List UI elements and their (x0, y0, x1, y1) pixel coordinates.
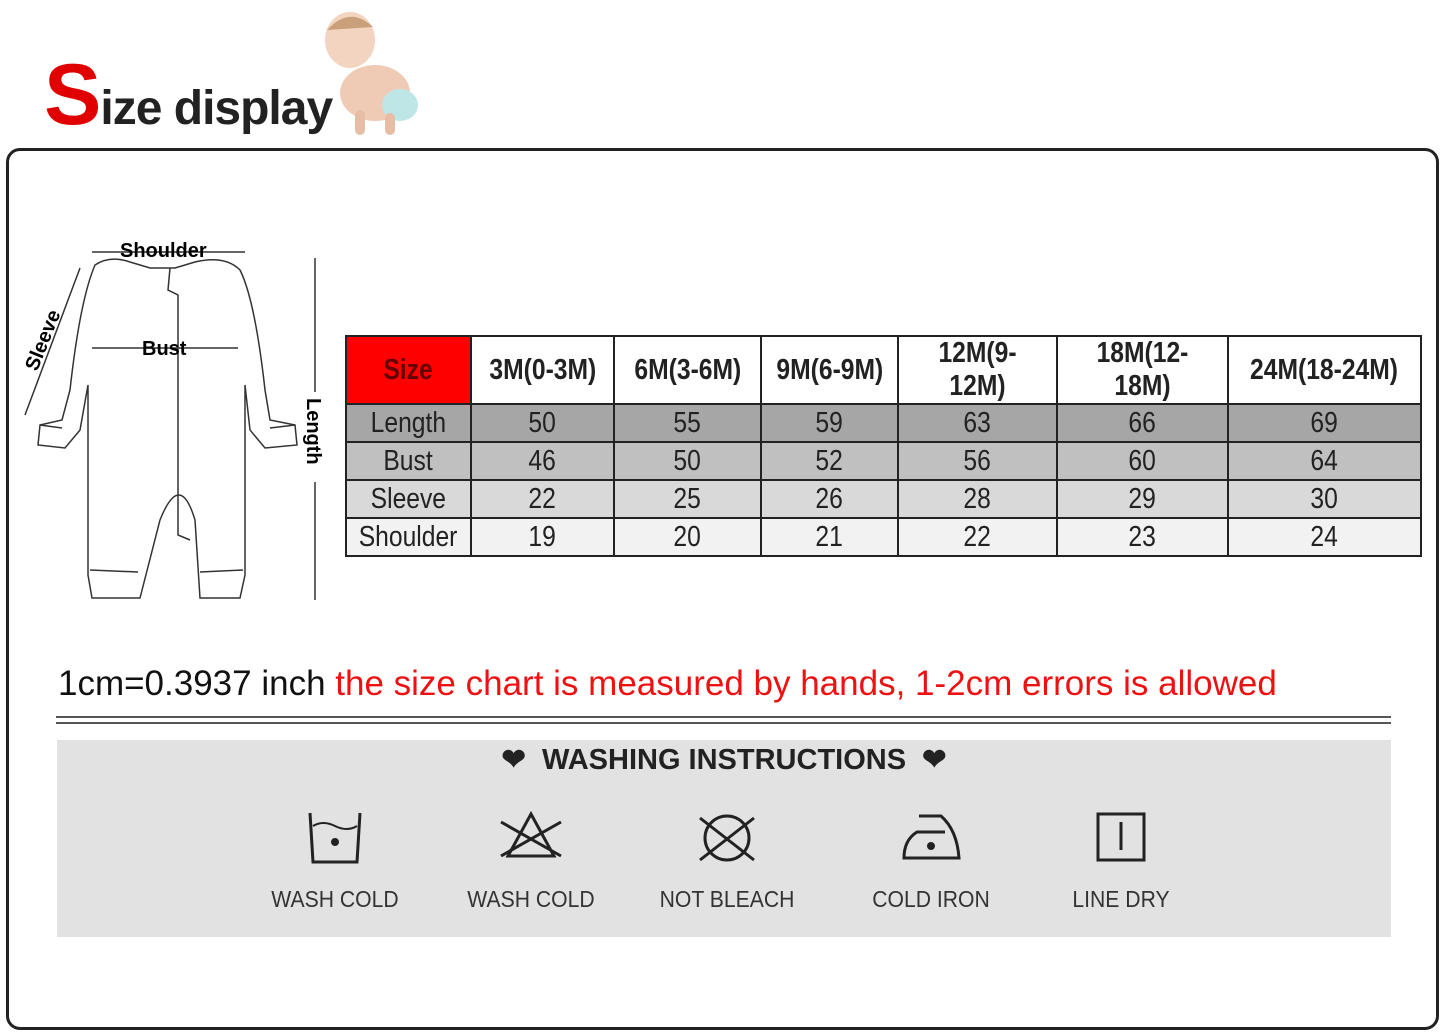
value-cell: 21 (760, 517, 899, 557)
measurement-note: 1cm=0.3937 inch the size chart is measur… (58, 664, 1277, 703)
washing-title: ❤ WASHING INSTRUCTIONS ❤ (501, 744, 947, 776)
measure-arrows (24, 251, 316, 600)
value-cell: 23 (1056, 517, 1229, 557)
value-cell: 52 (760, 441, 899, 481)
bust-label: Bust (142, 338, 187, 360)
header-cell: 18M(12-18M) (1056, 335, 1229, 405)
wash-item: NOT BLEACH (627, 810, 827, 913)
divider (56, 722, 1391, 724)
header-cell: Size (345, 335, 472, 405)
table-row: Bust 46 50 52 56 60 64 (345, 441, 1422, 481)
table-header-row: Size 3M(0-3M) 6M(3-6M) 9M(6-9M) 12M(9-12… (345, 335, 1422, 405)
value-cell: 69 (1227, 403, 1422, 443)
header-cell: 3M(0-3M) (470, 335, 615, 405)
value-cell: 25 (613, 479, 762, 519)
value-cell: 19 (470, 517, 615, 557)
shoulder-label: Shoulder (120, 240, 207, 262)
wash-item: WASH COLD (235, 810, 435, 913)
value-cell: 66 (1056, 403, 1229, 443)
value-cell: 55 (613, 403, 762, 443)
value-cell: 63 (897, 403, 1058, 443)
value-cell: 60 (1056, 441, 1229, 481)
value-cell: 56 (897, 441, 1058, 481)
row-label: Length (345, 403, 472, 443)
table-row: Length 50 55 59 63 66 69 (345, 403, 1422, 443)
value-cell: 20 (613, 517, 762, 557)
line-dry-icon (1096, 812, 1146, 862)
divider (56, 716, 1391, 718)
sleeve-label: Sleeve (21, 307, 65, 374)
baby-image (325, 12, 418, 135)
row-label: Sleeve (345, 479, 472, 519)
wash-item: COLD IRON (831, 810, 1031, 913)
iron-icon (902, 814, 961, 860)
romper-outline (37, 258, 298, 599)
value-cell: 28 (897, 479, 1058, 519)
value-cell: 24 (1227, 517, 1422, 557)
header-cell: 6M(3-6M) (613, 335, 762, 405)
washing-instructions-panel: ❤ WASHING INSTRUCTIONS ❤ WASH COLD WASH … (57, 740, 1391, 937)
page-title: Size display (44, 47, 333, 143)
value-cell: 46 (470, 441, 615, 481)
value-cell: 59 (760, 403, 899, 443)
table-row: Sleeve 22 25 26 28 29 30 (345, 479, 1422, 519)
value-cell: 50 (613, 441, 762, 481)
wash-item: LINE DRY (1021, 810, 1221, 913)
value-cell: 30 (1227, 479, 1422, 519)
size-table: Size 3M(0-3M) 6M(3-6M) 9M(6-9M) 12M(9-12… (345, 335, 1422, 557)
value-cell: 22 (470, 479, 615, 519)
value-cell: 29 (1056, 479, 1229, 519)
header-cell: 24M(18-24M) (1227, 335, 1422, 405)
value-cell: 26 (760, 479, 899, 519)
wash-tub-icon (308, 812, 362, 864)
no-bleach-triangle-icon (500, 810, 562, 858)
header-cell: 9M(6-9M) (760, 335, 899, 405)
header-cell: 12M(9-12M) (897, 335, 1058, 405)
size-chart-frame (6, 148, 1439, 1030)
no-tumble-dry-icon (699, 814, 755, 862)
value-cell: 50 (470, 403, 615, 443)
wash-item: WASH COLD (431, 810, 631, 913)
table-row: Shoulder 19 20 21 22 23 24 (345, 517, 1422, 557)
length-label: Length (302, 398, 324, 465)
value-cell: 64 (1227, 441, 1422, 481)
row-label: Bust (345, 441, 472, 481)
value-cell: 22 (897, 517, 1058, 557)
row-label: Shoulder (345, 517, 472, 557)
romper-diagram: Shoulder Bust Sleeve Length (21, 240, 330, 600)
